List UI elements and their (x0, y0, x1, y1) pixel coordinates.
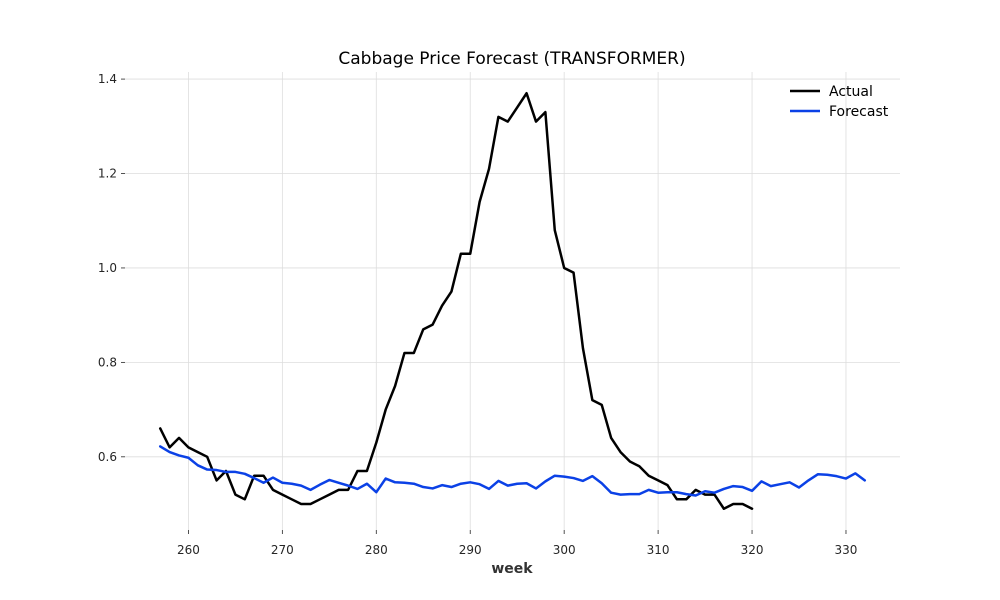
tick-layer: 260 270 280 290 300 310 320 330 0.6 0.8 1.0 1.2 1.4 (98, 72, 858, 557)
y-tick-label: 0.8 (98, 355, 117, 369)
grid-layer (125, 72, 900, 530)
y-tick-label: 1.2 (98, 167, 117, 181)
legend-label-actual: Actual (829, 84, 873, 100)
x-tick-label: 260 (177, 543, 200, 557)
series-line-actual (158, 92, 754, 510)
x-tick-label: 300 (553, 543, 576, 557)
legend: Actual Forecast (790, 84, 889, 120)
chart-title: Cabbage Price Forecast (TRANSFORMER) (338, 49, 685, 69)
y-tick-label: 0.6 (98, 450, 117, 464)
x-tick-label: 270 (271, 543, 294, 557)
x-tick-label: 330 (835, 543, 858, 557)
x-tick-label: 320 (741, 543, 764, 557)
x-tick-label: 290 (459, 543, 482, 557)
series-layer (158, 92, 867, 510)
x-tick-label: 310 (647, 543, 670, 557)
x-axis-label: week (491, 561, 533, 577)
x-tick-label: 280 (365, 543, 388, 557)
series-line-forecast (158, 445, 867, 497)
y-tick-label: 1.4 (98, 72, 117, 86)
y-tick-label: 1.0 (98, 261, 117, 275)
legend-label-forecast: Forecast (829, 104, 889, 120)
